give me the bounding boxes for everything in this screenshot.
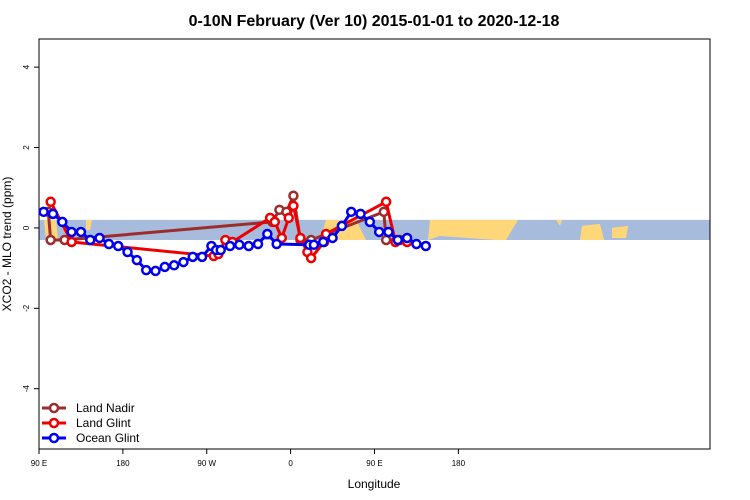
data-point xyxy=(122,246,133,258)
x-tick-label: 90 E xyxy=(366,459,382,468)
data-point xyxy=(420,240,432,252)
data-point xyxy=(47,208,59,220)
series-layer xyxy=(38,190,432,277)
data-point xyxy=(112,240,124,252)
data-point xyxy=(159,261,171,273)
data-point xyxy=(305,252,317,264)
data-point xyxy=(178,256,189,268)
data-point xyxy=(243,240,254,252)
land-shape xyxy=(428,219,518,240)
data-point xyxy=(45,234,56,246)
legend-label: Land Nadir xyxy=(76,401,135,415)
data-point xyxy=(38,206,49,218)
legend-label: Ocean Glint xyxy=(76,431,140,445)
data-point xyxy=(66,226,77,238)
y-axis-label: XCO2 - MLO trend (ppm) xyxy=(0,177,14,312)
x-tick-label: 90 W xyxy=(197,459,216,468)
data-point xyxy=(336,220,348,232)
data-point xyxy=(140,264,152,276)
y-tick-label: -2 xyxy=(22,304,31,312)
legend-marker xyxy=(48,417,60,429)
data-point xyxy=(380,196,392,208)
data-point xyxy=(234,239,245,251)
y-tick-label: -4 xyxy=(22,385,31,393)
data-point xyxy=(345,206,357,218)
x-tick-label: 0 xyxy=(288,459,293,468)
data-point xyxy=(392,234,404,246)
data-point xyxy=(411,238,422,250)
land-shape xyxy=(86,219,92,230)
legend-marker xyxy=(48,402,60,414)
data-point xyxy=(45,196,56,208)
data-point xyxy=(66,236,77,248)
plot-frame xyxy=(38,38,711,450)
x-tick-label: 180 xyxy=(452,459,466,468)
data-point xyxy=(364,216,376,228)
data-point xyxy=(196,251,208,263)
data-point xyxy=(288,200,299,212)
data-point xyxy=(187,251,199,263)
data-point xyxy=(131,254,143,266)
data-point xyxy=(355,208,366,220)
x-axis: 90 E 180 90 W 0 90 E 180 xyxy=(31,449,466,468)
land-shape xyxy=(556,219,562,226)
data-point xyxy=(94,232,105,244)
data-point xyxy=(224,240,236,252)
data-point xyxy=(168,260,180,271)
y-tick-label: 4 xyxy=(22,64,31,69)
y-tick-label: 0 xyxy=(22,225,31,230)
x-axis-label: Longitude xyxy=(348,477,401,491)
data-point xyxy=(75,226,87,238)
data-point xyxy=(380,234,392,246)
data-point xyxy=(288,190,299,202)
x-tick-label: 90 E xyxy=(31,459,47,468)
legend-marker xyxy=(48,432,60,444)
data-point xyxy=(85,234,96,246)
x-tick-label: 180 xyxy=(116,459,130,468)
data-point xyxy=(215,244,226,256)
data-point xyxy=(383,226,394,238)
data-point xyxy=(283,212,295,224)
data-point xyxy=(252,238,264,250)
data-point xyxy=(271,238,282,250)
data-point xyxy=(262,228,273,240)
series-ocean-glint xyxy=(38,206,432,277)
land-shape xyxy=(612,225,628,238)
y-tick-label: 2 xyxy=(22,145,31,150)
data-point xyxy=(57,216,68,228)
chart-title: 0-10N February (Ver 10) 2015-01-01 to 20… xyxy=(189,13,560,30)
data-point xyxy=(327,232,338,244)
data-point xyxy=(103,238,115,250)
data-point xyxy=(401,232,413,244)
land-shape xyxy=(580,223,604,240)
data-point xyxy=(295,232,306,244)
data-point xyxy=(317,236,329,248)
data-point xyxy=(150,265,161,277)
legend-label: Land Glint xyxy=(76,416,131,430)
data-point xyxy=(269,216,281,228)
y-axis: -4 -2 0 2 4 xyxy=(22,64,39,392)
data-point xyxy=(373,226,385,238)
data-point xyxy=(308,239,320,251)
